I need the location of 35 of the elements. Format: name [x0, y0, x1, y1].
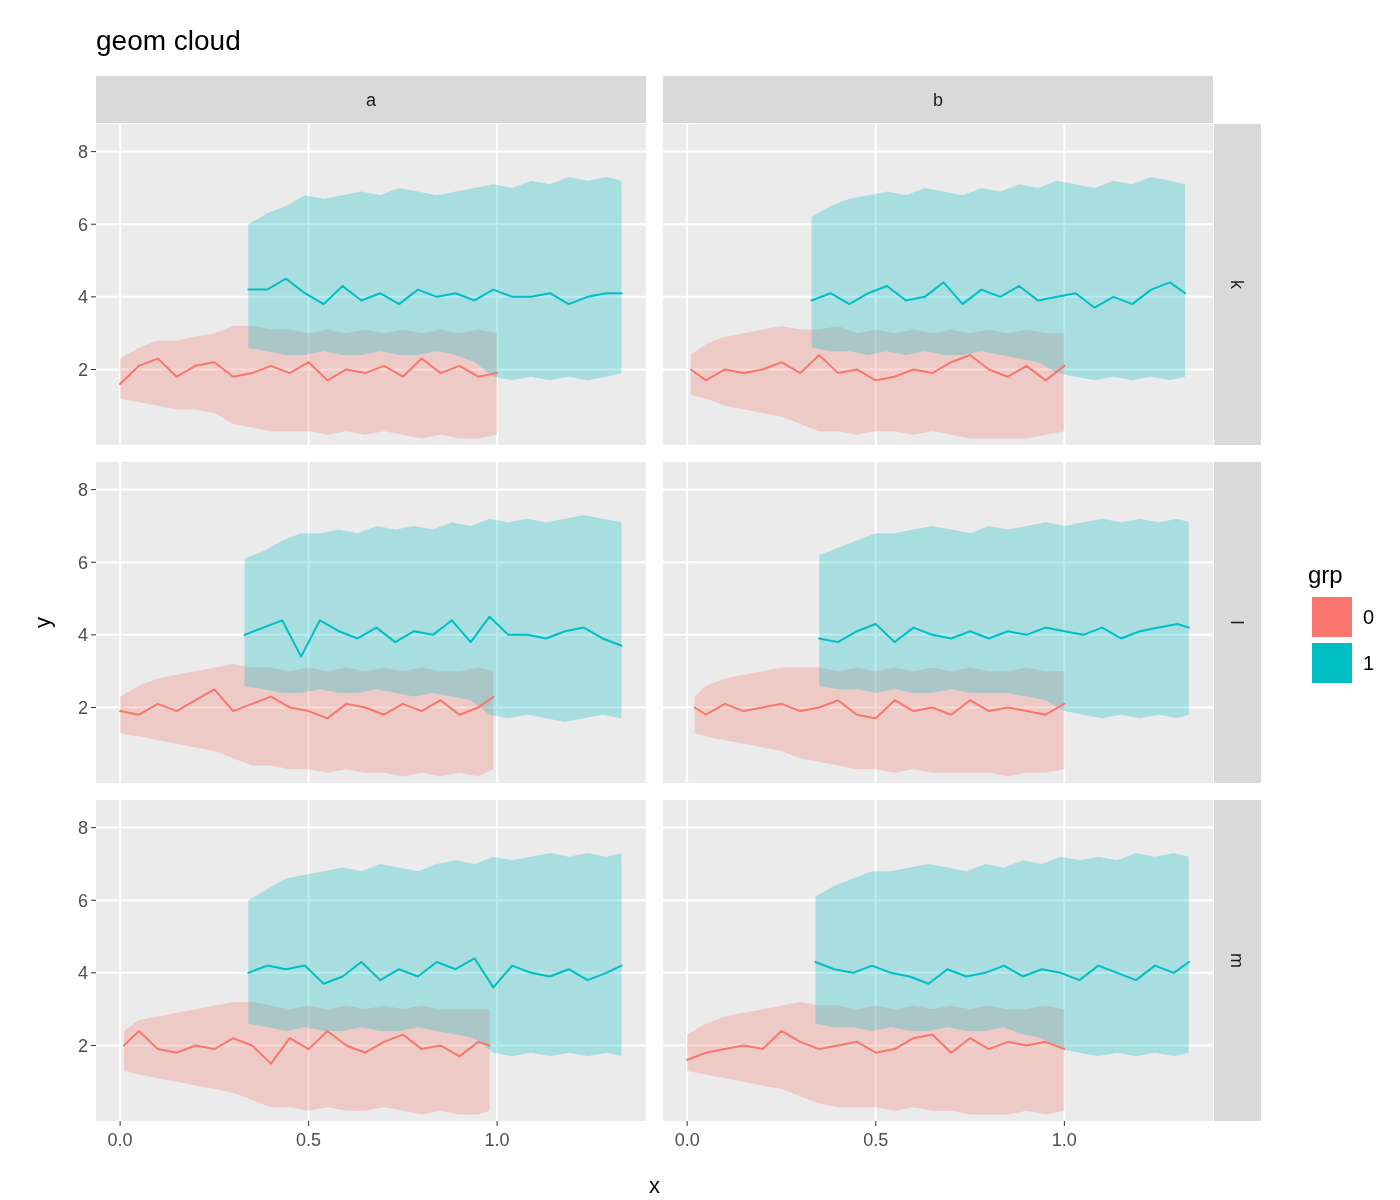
y-tick-label: 4 [77, 287, 88, 308]
text: b [932, 90, 944, 111]
legend-title: grp [1308, 561, 1343, 588]
y-tick-label: 8 [77, 141, 88, 162]
text: k [1226, 280, 1247, 290]
text: m [1226, 953, 1247, 968]
line-series [122, 1029, 491, 1065]
legend-label: 0 [1363, 606, 1375, 628]
line-series [247, 957, 623, 989]
x-tick-label: 1.0 [484, 1130, 510, 1150]
y-tick-label: 2 [77, 697, 88, 718]
y-tick-label: 2 [77, 359, 88, 380]
x-tick-label: 0.0 [674, 1130, 700, 1150]
text: a [365, 90, 377, 111]
chart-title: geom cloud [96, 25, 241, 56]
x-tick-label: 1.0 [1051, 1130, 1077, 1150]
line-series [243, 615, 623, 658]
y-tick-label: 6 [77, 214, 88, 235]
line-series [247, 277, 623, 306]
x-tick-label: 0.0 [107, 1130, 133, 1150]
text: l [1226, 620, 1247, 625]
y-tick-label: 6 [77, 890, 88, 911]
line-series [119, 688, 495, 720]
y-tick-label: 4 [77, 963, 88, 984]
x-tick-label: 0.5 [863, 1130, 889, 1150]
y-tick-label: 4 [77, 625, 88, 646]
y-tick-label: 8 [77, 479, 88, 500]
y-tick-label: 8 [77, 817, 88, 838]
line-series [119, 357, 499, 385]
y-tick-label: 6 [77, 552, 88, 573]
y-tick-label: 2 [77, 1035, 88, 1056]
x-axis-title: x [649, 1173, 660, 1198]
legend-label: 1 [1363, 652, 1375, 674]
y-axis-title: y [29, 617, 55, 628]
x-tick-label: 0.5 [296, 1130, 322, 1150]
